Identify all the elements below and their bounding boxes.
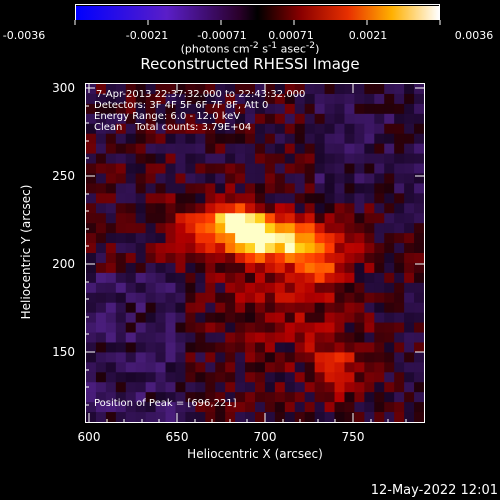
colorbar-tick-label: -0.0036	[2, 29, 46, 42]
datestamp: 12-May-2022 12:01	[370, 483, 498, 498]
colorbar-tick-label: -0.0021	[125, 29, 169, 42]
colorbar-tick-label: -0.00071	[197, 29, 247, 42]
time-range-text: 7-Apr-2013 22:37:32.000 to 22:43:32.000	[96, 89, 306, 100]
x-tick-label: 750	[341, 430, 365, 444]
x-axis-label: Heliocentric X (arcsec)	[187, 447, 323, 461]
energy-range-text: Energy Range: 6.0 - 12.0 keV	[94, 111, 241, 122]
x-tick-label: 600	[77, 430, 101, 444]
y-tick-label: 300	[52, 81, 75, 95]
colorbar	[75, 4, 440, 20]
reconstructed-image	[86, 84, 424, 422]
detectors-text: Detectors: 3F 4F 5F 6F 7F 8F, Att 0	[94, 100, 269, 111]
colorbar-tick-label: 0.00071	[268, 29, 314, 42]
x-tick-label: 700	[253, 430, 277, 444]
y-tick-label: 250	[52, 169, 75, 183]
clean-counts-text: Clean Total counts: 3.79E+04	[94, 122, 252, 133]
colorbar-tick-label: 0.0021	[348, 29, 388, 42]
image-plot: 7-Apr-2013 22:37:32.000 to 22:43:32.000 …	[85, 83, 425, 423]
peak-position-text: Position of Peak = [696,221]	[94, 398, 237, 409]
colorbar-tick-label: 0.0036	[454, 29, 494, 42]
x-tick-label: 650	[165, 430, 189, 444]
y-tick-label: 150	[52, 345, 75, 359]
y-tick-label: 200	[52, 257, 75, 271]
colorbar-units: (photons cm-2 s-1 asec-2)	[180, 40, 320, 56]
y-axis-label: Heliocentric Y (arcsec)	[19, 184, 33, 320]
plot-title: Reconstructed RHESSI Image	[140, 55, 360, 73]
